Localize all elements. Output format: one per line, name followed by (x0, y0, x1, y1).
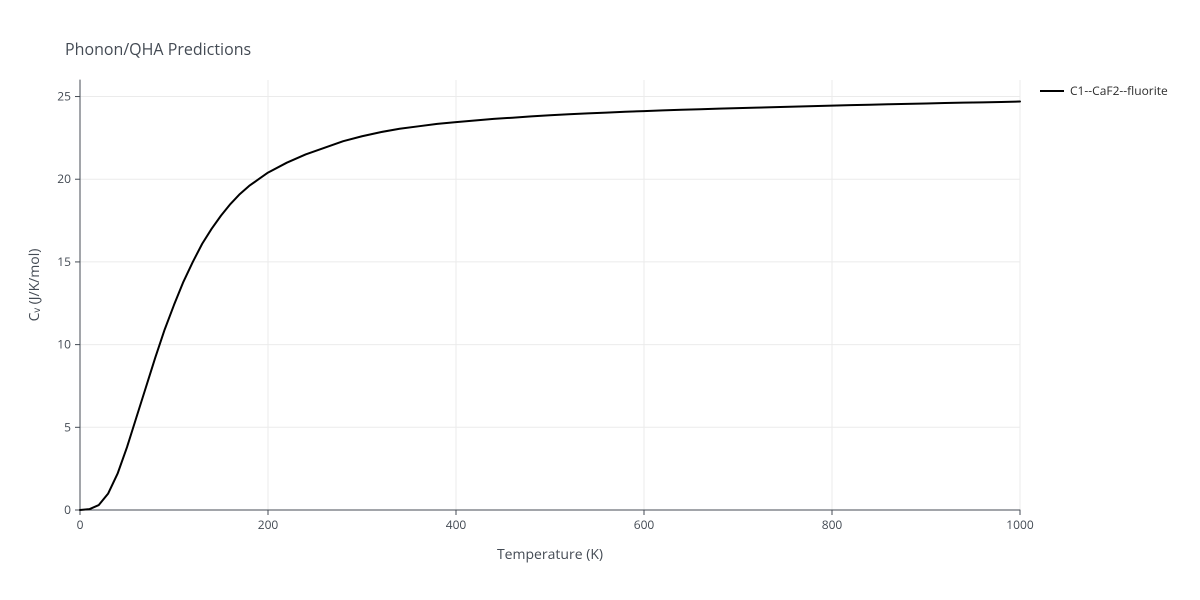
legend-label: C1--CaF2--fluorite (1070, 82, 1168, 99)
svg-text:200: 200 (258, 516, 279, 533)
chart-container: Phonon/QHA Predictions 02004006008001000… (0, 0, 1200, 600)
svg-text:400: 400 (446, 516, 467, 533)
svg-text:1000: 1000 (1006, 516, 1034, 533)
svg-text:5: 5 (64, 418, 71, 435)
svg-text:25: 25 (57, 88, 71, 105)
svg-text:0: 0 (64, 501, 71, 518)
svg-text:600: 600 (634, 516, 655, 533)
svg-text:15: 15 (57, 253, 71, 270)
svg-text:800: 800 (822, 516, 843, 533)
y-axis-label: Cᵥ (J/K/mol) (25, 235, 44, 335)
legend: C1--CaF2--fluorite (1040, 82, 1168, 99)
legend-line-icon (1040, 90, 1064, 92)
svg-text:0: 0 (77, 516, 84, 533)
chart-svg: 0 200 400 600 800 1000 0 5 10 15 20 25 (0, 0, 1200, 600)
svg-text:10: 10 (57, 336, 71, 353)
svg-text:20: 20 (57, 170, 71, 187)
x-axis-label: Temperature (K) (490, 545, 610, 564)
